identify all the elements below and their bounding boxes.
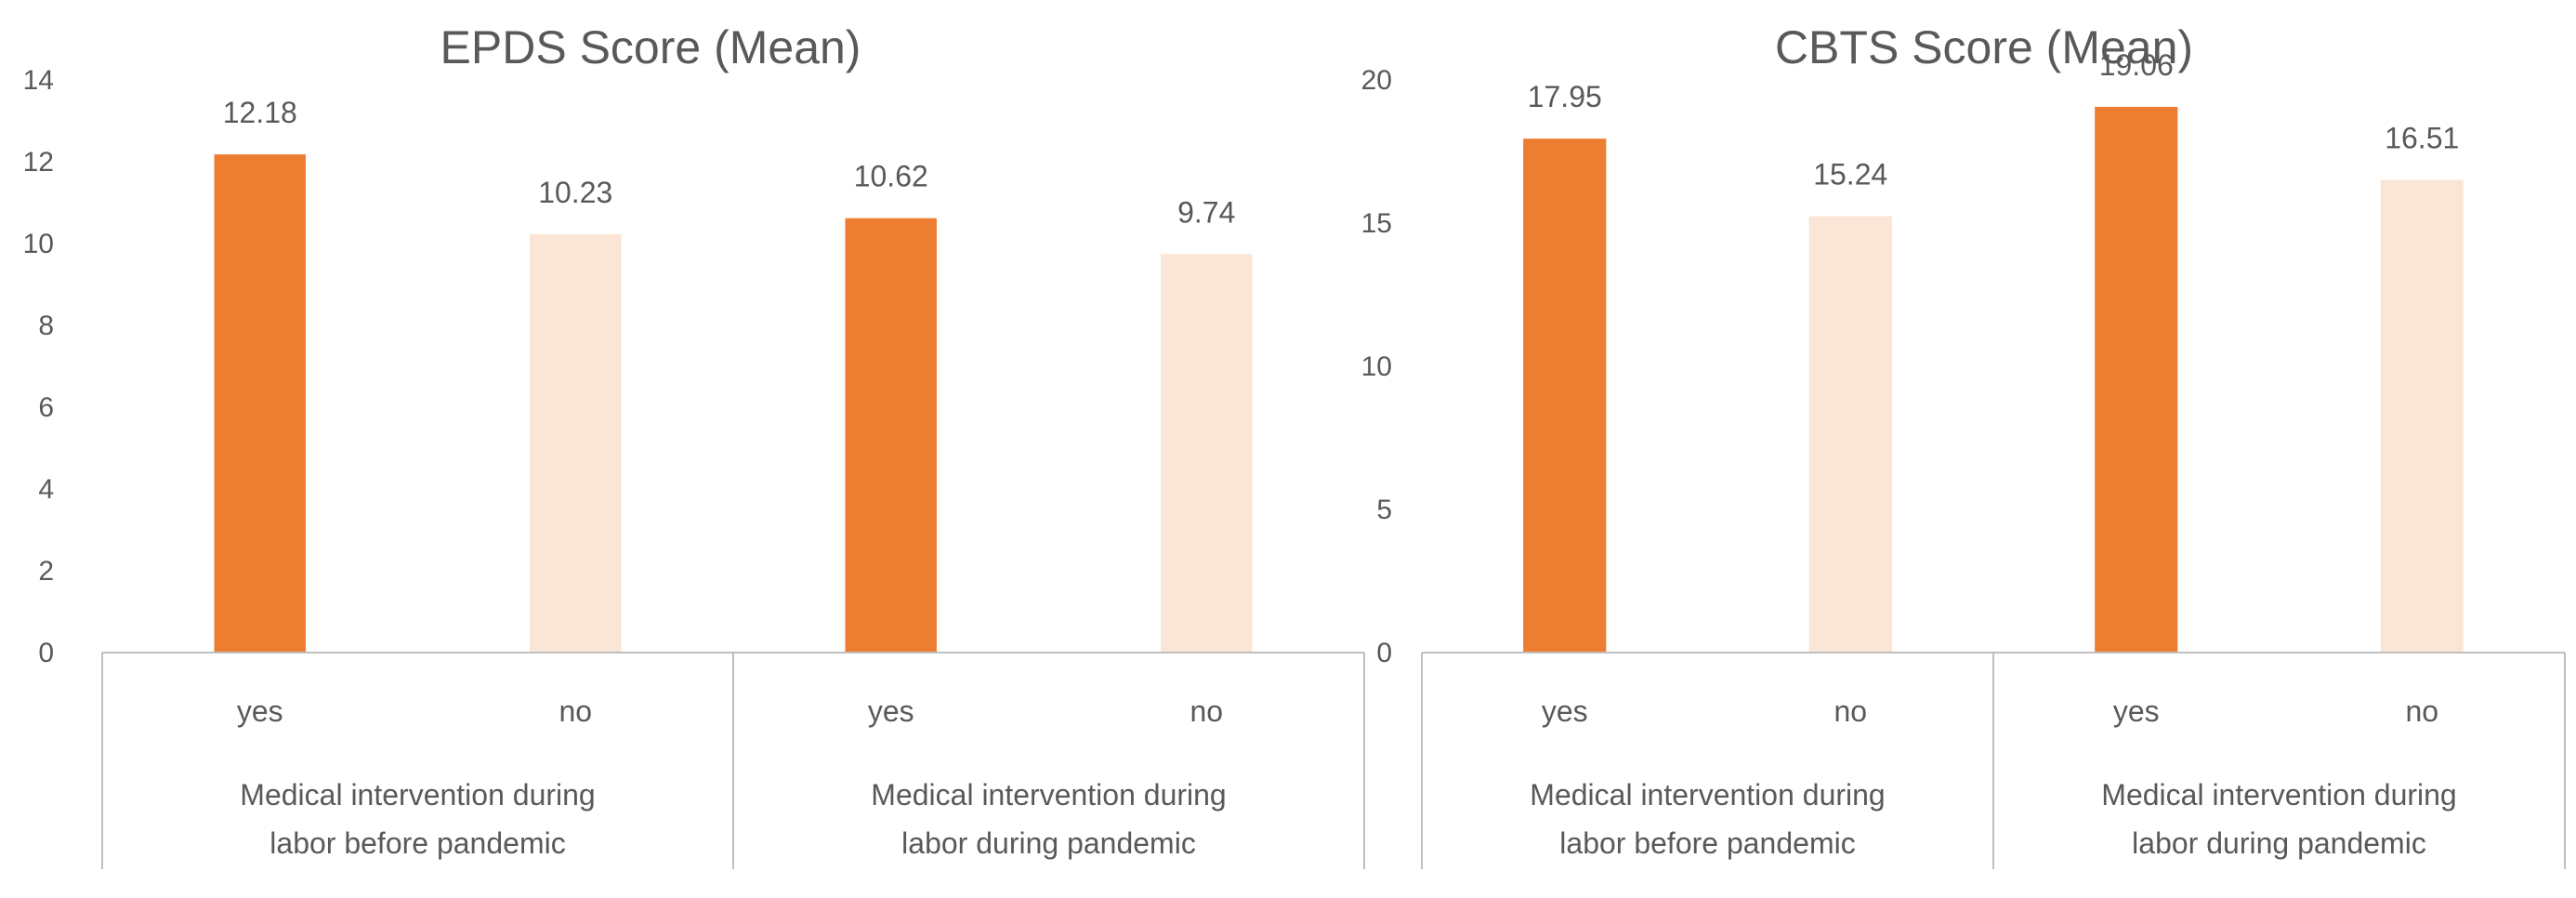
data-label: 19.06: [2099, 48, 2174, 82]
y-tick-label: 12: [23, 147, 54, 178]
group-label: Medical intervention during: [871, 778, 1226, 812]
data-label: 12.18: [223, 96, 297, 129]
chart-title: CBTS Score (Mean): [1775, 21, 2193, 73]
group-label: labor during pandemic: [2132, 826, 2426, 860]
bar: [1161, 254, 1253, 653]
bar: [2095, 106, 2178, 653]
y-tick-label: 8: [38, 310, 54, 341]
group-label: Medical intervention during: [2101, 778, 2456, 812]
y-tick-label: 5: [1376, 495, 1392, 525]
data-label: 17.95: [1528, 80, 1602, 113]
y-tick-label: 2: [38, 556, 54, 587]
bar: [1523, 139, 1607, 653]
x-tick-label: no: [1189, 694, 1223, 728]
bar: [530, 233, 622, 653]
y-tick-label: 6: [38, 392, 54, 423]
group-label: Medical intervention during: [1530, 778, 1885, 812]
x-tick-label: yes: [2113, 694, 2160, 728]
group-label: Medical intervention during: [240, 778, 595, 812]
x-tick-label: no: [1833, 694, 1867, 728]
x-tick-label: yes: [1542, 694, 1588, 728]
x-tick-label: no: [559, 694, 592, 728]
y-tick-label: 20: [1361, 65, 1392, 96]
y-tick-label: 0: [38, 638, 54, 668]
y-tick-label: 10: [23, 229, 54, 259]
data-label: 9.74: [1177, 195, 1235, 229]
bar: [1808, 216, 1892, 653]
y-tick-label: 14: [23, 65, 54, 96]
chart-title: EPDS Score (Mean): [440, 21, 861, 73]
y-tick-label: 10: [1361, 351, 1392, 382]
data-label: 10.62: [854, 160, 928, 193]
group-label: labor during pandemic: [901, 826, 1196, 860]
x-tick-label: no: [2405, 694, 2438, 728]
data-label: 15.24: [1813, 158, 1887, 191]
group-label: labor before pandemic: [269, 826, 565, 860]
x-tick-label: yes: [868, 694, 914, 728]
bar: [845, 218, 937, 653]
data-label: 16.51: [2385, 121, 2459, 154]
data-label: 10.23: [538, 176, 612, 209]
bar: [214, 154, 306, 653]
y-tick-label: 0: [1376, 638, 1392, 668]
y-tick-label: 4: [38, 474, 54, 505]
y-tick-label: 15: [1361, 208, 1392, 239]
group-label: labor before pandemic: [1559, 826, 1855, 860]
x-tick-label: yes: [237, 694, 283, 728]
bar: [2380, 179, 2464, 653]
